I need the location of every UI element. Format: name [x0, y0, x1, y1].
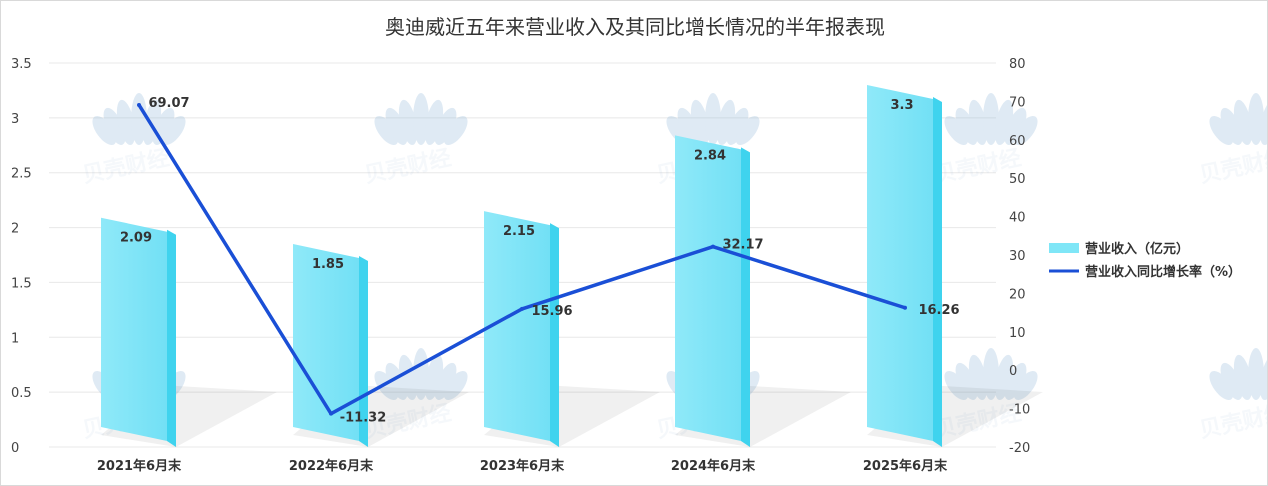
x-tick-label: 2022年6月末	[289, 458, 374, 474]
y-right-tick-label: 0	[1009, 364, 1017, 379]
chart-title: 奥迪威近五年来营业收入及其同比增长情况的半年报表现	[385, 15, 885, 39]
watermark-shell-icon: 贝壳财经	[362, 93, 468, 189]
x-tick-label: 2024年6月末	[671, 458, 756, 474]
y-right-tick-label: -20	[1009, 441, 1030, 456]
y-right-tick-label: 70	[1009, 95, 1026, 110]
watermark-text: 贝壳财经	[80, 145, 171, 189]
x-tick-label: 2021年6月末	[97, 458, 182, 474]
bar	[293, 244, 359, 441]
bar-side	[167, 229, 176, 447]
bar-side	[550, 223, 559, 447]
line-point	[520, 306, 524, 311]
y-left-tick-label: 3	[11, 112, 19, 127]
y-left-tick-label: 1.5	[11, 276, 32, 291]
bar-side	[933, 96, 942, 447]
bar-side	[741, 147, 750, 447]
line-data-label: -11.32	[340, 411, 387, 426]
watermark-shell-icon: 贝壳财经	[932, 93, 1038, 189]
y-left-tick-label: 1	[11, 331, 19, 346]
y-right-tick-label: 60	[1009, 134, 1026, 149]
legend-label-bar: 营业收入（亿元）	[1085, 241, 1189, 257]
bar	[867, 84, 933, 441]
y-left-tick-label: 2	[11, 222, 19, 237]
legend-label-line: 营业收入同比增长率（%）	[1085, 264, 1241, 280]
bar-series	[101, 84, 1043, 447]
y-axis-left: 0 0.5 1 1.5 2 2.5 3 3.5	[11, 57, 32, 456]
line-data-label: 69.07	[148, 96, 189, 111]
bar	[101, 217, 167, 441]
x-tick-label: 2025年6月末	[863, 458, 948, 474]
watermark-shell-icon: 贝壳财经	[1197, 93, 1267, 189]
y-right-tick-label: 40	[1009, 211, 1026, 226]
bar-data-label: 2.09	[120, 231, 152, 246]
y-right-tick-label: 50	[1009, 172, 1026, 187]
y-axis-right: -20 -10 0 10 20 30 40 50 60 70 80	[1009, 57, 1030, 456]
bar-data-label: 2.84	[694, 148, 726, 163]
bar-labels: 2.09 1.85 2.15 2.84 3.3	[120, 98, 914, 272]
watermark-text: 贝壳财经	[362, 145, 453, 189]
line-data-label: 16.26	[918, 303, 959, 318]
bar-data-label: 1.85	[312, 257, 344, 272]
line-point	[711, 244, 715, 249]
y-right-tick-label: 10	[1009, 326, 1026, 341]
bar-data-label: 2.15	[503, 224, 535, 239]
y-left-tick-label: 2.5	[11, 167, 32, 182]
line-point	[329, 411, 333, 416]
legend-swatch-bar	[1049, 243, 1079, 253]
line-data-label: 32.17	[722, 238, 763, 253]
x-axis: 2021年6月末 2022年6月末 2023年6月末 2024年6月末 2025年6月末	[97, 458, 948, 474]
watermark-shell-icon: 贝壳财经	[1197, 348, 1267, 444]
line-series	[137, 102, 907, 416]
line-point	[137, 102, 141, 107]
bar-side	[359, 256, 368, 447]
y-left-tick-label: 0	[11, 441, 19, 456]
watermark-text: 贝壳财经	[1197, 400, 1267, 444]
y-left-tick-label: 3.5	[11, 57, 32, 72]
line-labels: 69.07 -11.32 15.96 32.17 16.26	[148, 96, 959, 426]
y-right-tick-label: 80	[1009, 57, 1026, 72]
legend: 营业收入（亿元） 营业收入同比增长率（%）	[1049, 241, 1241, 280]
x-tick-label: 2023年6月末	[480, 458, 565, 474]
watermark-text: 贝壳财经	[1197, 145, 1267, 189]
bar	[484, 211, 550, 441]
bar-data-label: 3.3	[890, 98, 913, 113]
y-left-tick-label: 0.5	[11, 386, 32, 401]
line-data-label: 15.96	[531, 304, 572, 319]
y-right-tick-label: -10	[1009, 403, 1030, 418]
y-right-tick-label: 20	[1009, 287, 1026, 302]
y-right-tick-label: 30	[1009, 249, 1026, 264]
line-point	[903, 305, 907, 310]
bar	[675, 135, 741, 441]
